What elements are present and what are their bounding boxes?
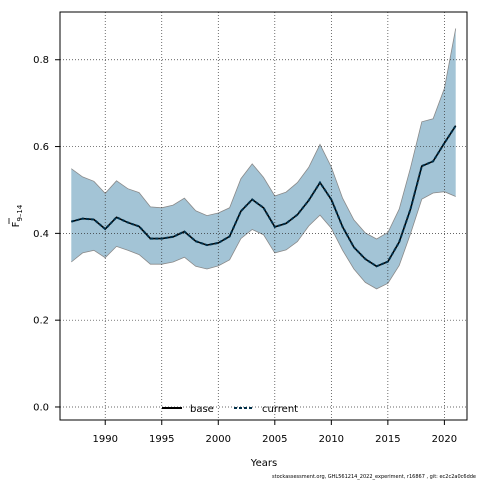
x-tick-label: 2005	[262, 434, 287, 445]
confidence-band-area	[71, 28, 456, 289]
band-lower-edge	[71, 191, 456, 290]
y-tick-label: 0.2	[33, 316, 49, 327]
grid	[60, 12, 467, 420]
y-tick-label: 0.8	[33, 55, 49, 66]
x-axis-label: Years	[250, 458, 277, 469]
plot-frame	[59, 11, 468, 421]
band-upper-edge	[71, 28, 457, 240]
y-tick-label: 0.6	[33, 142, 49, 153]
y-axis-label-sub: 9–14	[16, 204, 24, 221]
x-tick-label: 1995	[149, 434, 174, 445]
series-lines	[71, 125, 457, 268]
legend: base current	[162, 404, 298, 415]
x-axis: 1990 1995 2000 2005 2010 2015 2020	[92, 420, 457, 445]
legend-base-label: base	[190, 404, 214, 415]
series-line-current	[71, 125, 457, 268]
svg-text:F9–14: F9–14	[11, 204, 24, 227]
confidence-band	[71, 28, 457, 290]
x-tick-label: 2000	[206, 434, 231, 445]
y-tick-label: 0.4	[33, 229, 49, 240]
x-tick-label: 1990	[92, 434, 117, 445]
legend-current-label: current	[262, 404, 298, 415]
y-axis-label-main: F	[11, 221, 22, 227]
x-tick-label: 2020	[432, 434, 457, 445]
x-tick-label: 2015	[375, 434, 400, 445]
x-tick-label: 2010	[319, 434, 344, 445]
y-axis-label: F9–14	[11, 204, 24, 227]
footer-text: stockassessment.org, GHL561214_2022_expe…	[272, 474, 476, 480]
y-tick-label: 0.0	[33, 402, 49, 413]
y-axis: 0.0 0.2 0.4 0.6 0.8	[33, 55, 60, 413]
